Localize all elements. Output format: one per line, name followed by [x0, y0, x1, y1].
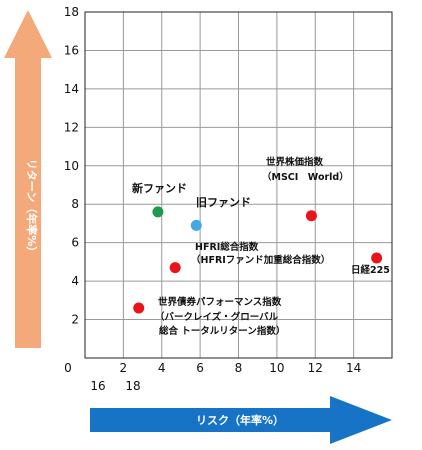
y-tick-label: 4: [71, 274, 79, 288]
x-tick-label: 6: [196, 361, 204, 375]
x-tick-label: 2: [120, 361, 128, 375]
y-tick-label: 14: [64, 82, 79, 96]
y-tick-label: 6: [71, 236, 79, 250]
y-tick-label: 8: [71, 197, 79, 211]
label-hfri-sub: （HFRIファンド加重総合指数）: [191, 254, 330, 266]
origin-label: 0: [64, 361, 72, 375]
y-tick-label: 18: [64, 5, 79, 19]
label-nikkei: 日経225: [351, 264, 390, 276]
label-world-bond: 世界債券パフォーマンス指数: [158, 296, 282, 308]
label-world-bond-sub: （バークレイズ・グローバル: [155, 311, 279, 323]
x-tick-label: 12: [308, 361, 323, 375]
x-tick-label: 8: [235, 361, 243, 375]
y-tick-labels: 2 4 6 8 10 12 14 16 18: [64, 5, 79, 327]
label-hfri: HFRI総合指数: [195, 241, 259, 253]
y-axis-label: リターン（年率%）: [25, 159, 39, 257]
data-point: [190, 219, 202, 231]
label-world-equity-sub: （MSCI World）: [262, 171, 349, 183]
plot-grid: [85, 11, 392, 358]
y-tick-label: 10: [64, 159, 79, 173]
data-point: [169, 262, 181, 274]
x-tick-label-extra-0: 16: [90, 379, 105, 393]
data-point: [152, 206, 164, 218]
y-axis-arrow: [4, 10, 52, 348]
x-tick-label: 10: [269, 361, 284, 375]
plot-area: [84, 11, 393, 359]
label-world-equity: 世界株価指数: [266, 156, 324, 168]
label-world-bond-sub2: 総合 トータルリターン指数）: [159, 325, 285, 337]
label-old-fund: 旧ファンド: [196, 196, 251, 209]
x-tick-label: 14: [346, 361, 361, 375]
y-tick-label: 12: [64, 120, 79, 134]
x-tick-label-extra-1: 18: [125, 379, 140, 393]
x-tick-label: 4: [158, 361, 166, 375]
x-axis-label: リスク（年率%）: [196, 413, 284, 427]
y-tick-label: 2: [71, 313, 79, 327]
data-points: [133, 206, 383, 314]
x-axis-arrow: [90, 396, 392, 444]
data-point: [133, 302, 145, 314]
x-tick-labels: 2 4 6 8 10 12 14: [120, 361, 362, 375]
label-new-fund: 新ファンド: [132, 181, 187, 195]
data-point: [305, 210, 317, 222]
data-point: [371, 252, 383, 264]
y-tick-label: 16: [64, 43, 79, 57]
